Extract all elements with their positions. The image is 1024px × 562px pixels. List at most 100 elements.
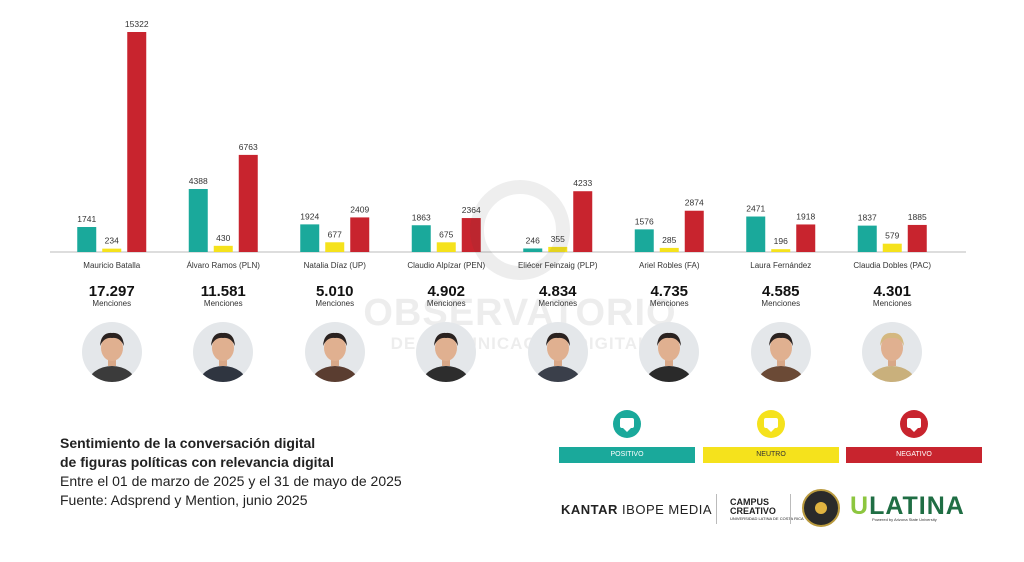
asu-powered-text: Powered by Arizona State University xyxy=(872,517,937,522)
category-tick-label: Ariel Robles (FA) xyxy=(639,261,700,270)
bar-neutro-6 xyxy=(771,249,791,252)
mentions-total: 4.834 xyxy=(538,283,577,300)
bar-positivo-7 xyxy=(857,225,877,252)
avatar xyxy=(193,322,254,382)
person-portrait-icon xyxy=(304,322,365,382)
avatar xyxy=(81,322,142,382)
data-label: 1576 xyxy=(635,216,654,226)
bar-neutro-0 xyxy=(102,248,122,252)
bar-negativo-4 xyxy=(573,191,593,252)
data-label: 430 xyxy=(216,233,230,243)
person-portrait-icon xyxy=(527,322,588,382)
sentiment-bar-chart: 1741 234 15322 Mauricio Batalla 4388 430 6763 Á… xyxy=(50,19,966,270)
mentions-label: Menciones xyxy=(92,299,132,308)
category-tick-label: Claudia Dobles (PAC) xyxy=(853,261,931,270)
mentions-label: Menciones xyxy=(315,299,355,308)
bar-positivo-0 xyxy=(77,227,97,252)
data-label: 1924 xyxy=(300,211,319,221)
person-portrait-icon xyxy=(862,322,923,382)
logo-divider xyxy=(716,494,717,524)
avatar xyxy=(750,322,811,382)
ulatina-logo-text: LATINA xyxy=(869,492,965,520)
data-label: 579 xyxy=(885,231,899,241)
logo-divider xyxy=(790,494,791,524)
caption-date-range: Entre el 01 de marzo de 2025 y el 31 de … xyxy=(60,473,402,489)
data-label: 6763 xyxy=(239,142,258,152)
bar-positivo-2 xyxy=(300,224,320,252)
category-tick-label: Laura Fernández xyxy=(750,261,811,270)
data-label: 4233 xyxy=(573,178,592,188)
caption-title-line2: de figuras políticas con relevancia digi… xyxy=(60,454,334,470)
data-label: 1863 xyxy=(412,212,431,222)
data-label: 285 xyxy=(662,235,676,245)
legend-label-positivo: POSITIVO xyxy=(559,447,695,463)
legend-label-negativo: NEGATIVO xyxy=(846,447,982,463)
bar-negativo-6 xyxy=(796,224,816,252)
data-label: 677 xyxy=(328,229,342,239)
data-label: 675 xyxy=(439,229,453,239)
avatar xyxy=(527,322,588,382)
data-label: 2471 xyxy=(746,204,765,214)
chat-bubble-icon xyxy=(613,410,641,438)
ibope-logo-text: IBOPE MEDIA xyxy=(622,502,713,517)
data-label: 1918 xyxy=(796,211,815,221)
data-label: 1837 xyxy=(858,213,877,223)
category-tick-label: Álvaro Ramos (PLN) xyxy=(187,261,261,270)
mentions-total: 17.297 xyxy=(88,283,135,300)
bar-negativo-2 xyxy=(350,217,370,252)
mentions-total: 4.735 xyxy=(650,283,689,300)
mentions-label: Menciones xyxy=(649,299,689,308)
data-label: 196 xyxy=(774,236,788,246)
category-tick-label: Eliécer Feinzaig (PLP) xyxy=(518,261,598,270)
mentions-label: Menciones xyxy=(538,299,578,308)
bar-positivo-3 xyxy=(411,225,431,252)
mentions-label: Menciones xyxy=(872,299,912,308)
data-label: 15322 xyxy=(125,19,149,29)
bar-negativo-1 xyxy=(238,154,258,252)
bar-neutro-7 xyxy=(882,243,902,252)
mentions-total: 11.581 xyxy=(200,283,246,300)
category-tick-label: Natalia Díaz (UP) xyxy=(304,261,367,270)
bar-neutro-5 xyxy=(659,247,679,252)
chat-bubble-icon xyxy=(757,410,785,438)
mentions-total: 4.902 xyxy=(427,283,466,300)
data-label: 246 xyxy=(526,235,540,245)
campus-creativo-logo: CAMPUS CREATIVO UNIVERSIDAD LATINA DE CO… xyxy=(730,497,804,522)
creativo-logo-text: CREATIVO xyxy=(730,506,776,516)
data-label: 2364 xyxy=(462,205,481,215)
person-portrait-icon xyxy=(750,322,811,382)
award-badge-icon xyxy=(802,489,840,527)
mentions-label: Menciones xyxy=(761,299,801,308)
person-portrait-icon xyxy=(193,322,254,382)
bar-neutro-1 xyxy=(213,245,233,252)
bar-negativo-0 xyxy=(127,32,147,252)
ulatina-logo: ULATINA xyxy=(850,492,965,521)
data-label: 234 xyxy=(105,236,119,246)
mentions-total: 4.301 xyxy=(873,283,912,300)
data-label: 4388 xyxy=(189,176,208,186)
data-label: 1885 xyxy=(908,212,927,222)
campus-logo-text: CAMPUS xyxy=(730,497,770,507)
bar-positivo-1 xyxy=(188,188,208,252)
avatar xyxy=(639,322,700,382)
bar-neutro-4 xyxy=(548,246,568,252)
avatar xyxy=(862,322,923,382)
legend-label-neutro: NEUTRO xyxy=(703,447,839,463)
data-label: 355 xyxy=(551,234,565,244)
chat-bubble-icon xyxy=(900,410,928,438)
person-portrait-icon xyxy=(81,322,142,382)
person-portrait-icon xyxy=(639,322,700,382)
caption-title-line1: Sentimiento de la conversación digital xyxy=(60,435,316,451)
mentions-total: 4.585 xyxy=(761,283,800,300)
kantar-ibope-logo: KANTAR IBOPE MEDIA xyxy=(561,502,712,517)
bar-negativo-7 xyxy=(907,224,927,252)
category-tick-label: Claudio Alpízar (PEN) xyxy=(407,261,485,270)
bar-positivo-6 xyxy=(746,216,766,252)
bar-positivo-4 xyxy=(523,248,543,252)
bar-positivo-5 xyxy=(634,229,654,252)
bar-negativo-3 xyxy=(461,218,481,252)
avatar xyxy=(416,322,477,382)
data-label: 2874 xyxy=(685,198,704,208)
caption-source: Fuente: Adsprend y Mention, junio 2025 xyxy=(60,492,308,508)
kantar-logo-text: KANTAR xyxy=(561,502,618,517)
